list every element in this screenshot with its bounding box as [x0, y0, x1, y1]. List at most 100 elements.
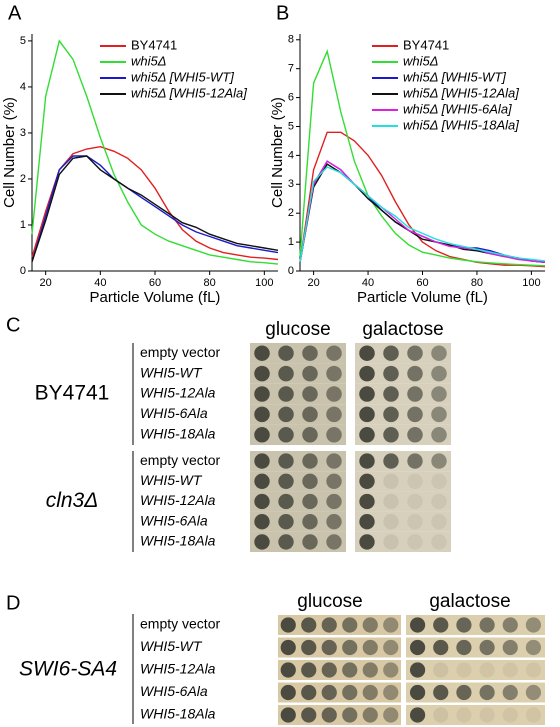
- spot: [280, 617, 296, 633]
- spot: [321, 684, 337, 701]
- x-tick-label: 100: [255, 277, 273, 289]
- row-label: WHI5-12Ala: [140, 385, 216, 401]
- spot: [383, 707, 399, 723]
- spot: [431, 406, 447, 423]
- spot: [359, 534, 375, 550]
- spot: [342, 662, 358, 678]
- spot: [359, 345, 375, 361]
- condition-label: galactose: [362, 319, 443, 340]
- y-tick-label: 4: [288, 149, 294, 161]
- legend-label: whi5Δ [WHI5-6Ala]: [403, 101, 512, 116]
- spot: [326, 493, 342, 510]
- row-label: WHI5-18Ala: [140, 426, 216, 442]
- y-tick-label: 6: [288, 91, 294, 103]
- spot: [383, 493, 399, 510]
- spot: [525, 662, 542, 678]
- spot: [525, 707, 542, 723]
- spot: [456, 662, 472, 678]
- spot: [409, 617, 426, 633]
- spot: [278, 493, 294, 510]
- plate: [250, 451, 346, 472]
- y-axis-label: Cell Number (%): [269, 97, 286, 208]
- spot: [254, 493, 270, 510]
- spot: [383, 453, 399, 469]
- spot: [502, 662, 518, 678]
- spot: [302, 427, 318, 443]
- spot: [302, 493, 318, 510]
- spot: [278, 427, 294, 443]
- spot: [383, 534, 399, 550]
- spot: [431, 453, 447, 469]
- spot: [407, 473, 423, 489]
- spot: [278, 345, 294, 361]
- spot: [431, 386, 447, 402]
- spot: [407, 493, 423, 510]
- row-label: WHI5-6Ala: [140, 512, 208, 528]
- y-tick-label: 8: [288, 34, 294, 46]
- panel-label: A: [8, 2, 22, 24]
- spot: [431, 534, 447, 550]
- spot: [254, 386, 270, 402]
- x-tick-label: 100: [522, 277, 540, 289]
- y-tick-label: 7: [288, 63, 294, 75]
- spot: [431, 427, 447, 443]
- spot: [409, 662, 426, 678]
- y-tick-label: 1: [20, 219, 26, 231]
- spot: [409, 639, 426, 656]
- spot: [433, 684, 449, 701]
- row-label: WHI5-18Ala: [140, 533, 216, 549]
- plate: [355, 363, 451, 384]
- spot: [302, 534, 318, 550]
- spot: [326, 386, 342, 402]
- spot: [254, 453, 270, 469]
- spot: [302, 386, 318, 402]
- series-line: [31, 145, 279, 261]
- spot: [278, 365, 294, 382]
- x-tick-label: 40: [362, 277, 374, 289]
- legend-label: whi5Δ: [131, 53, 166, 68]
- x-tick-label: 80: [471, 277, 483, 289]
- plate: [278, 637, 401, 658]
- plate: [406, 682, 545, 703]
- series-line: [299, 160, 546, 263]
- spot: [254, 473, 270, 489]
- spot: [479, 684, 495, 701]
- spot: [407, 427, 423, 443]
- row-label: WHI5-18Ala: [140, 706, 216, 722]
- spot: [301, 662, 317, 678]
- x-tick-label: 60: [416, 277, 428, 289]
- spot: [301, 684, 317, 701]
- spot: [362, 684, 378, 701]
- legend-label: BY4741: [403, 37, 449, 52]
- plate: [355, 531, 451, 552]
- row-label: WHI5-6Ala: [140, 683, 208, 699]
- spot: [479, 617, 495, 633]
- plate: [278, 660, 401, 680]
- y-axis-label: Cell Number (%): [1, 97, 18, 208]
- x-tick-label: 60: [149, 277, 161, 289]
- spot: [359, 427, 375, 443]
- y-tick-label: 1: [288, 236, 294, 248]
- panel-label: C: [6, 314, 20, 336]
- spot: [431, 514, 447, 530]
- plate: [250, 511, 346, 532]
- spot: [326, 427, 342, 443]
- spot: [525, 617, 542, 633]
- series-line: [299, 49, 546, 267]
- spot: [342, 684, 358, 701]
- spot: [431, 493, 447, 510]
- spot: [254, 427, 270, 443]
- y-tick-label: 5: [20, 35, 26, 47]
- spot: [301, 707, 317, 723]
- spot: [362, 639, 378, 656]
- spot: [383, 514, 399, 530]
- condition-label: glucose: [265, 319, 331, 340]
- plate: [250, 424, 346, 445]
- plate: [355, 451, 451, 472]
- spot: [321, 639, 337, 656]
- spot: [359, 453, 375, 469]
- series-line: [299, 166, 546, 263]
- plate: [355, 491, 451, 512]
- plate: [406, 615, 545, 635]
